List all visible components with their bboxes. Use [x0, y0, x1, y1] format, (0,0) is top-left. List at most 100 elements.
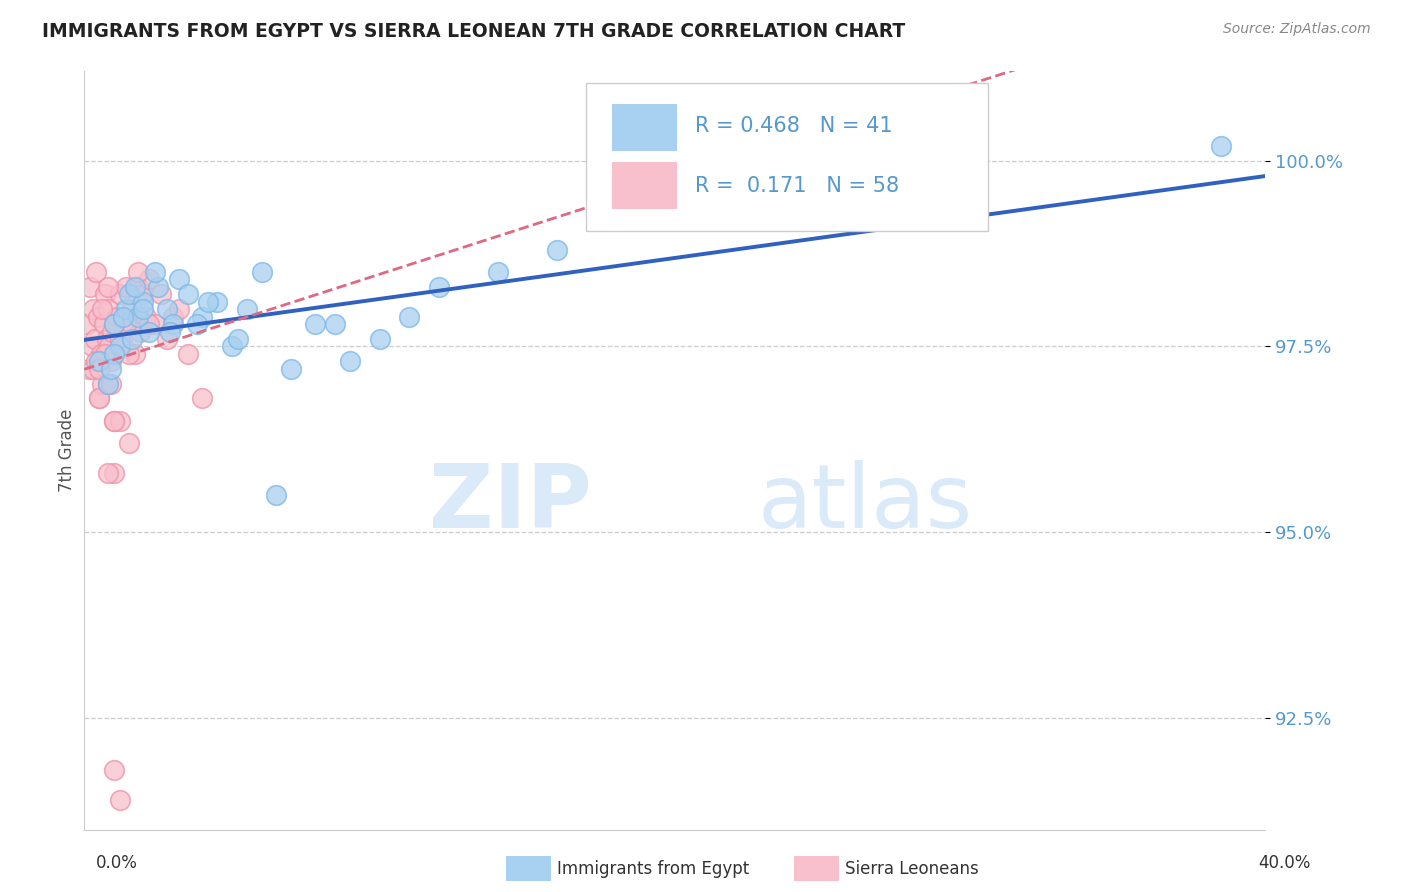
Point	[132, 302, 155, 317]
Point	[108, 332, 131, 346]
Point	[250, 265, 273, 279]
Point	[82, 361, 104, 376]
Point	[177, 347, 200, 361]
Text: atlas: atlas	[758, 460, 973, 547]
Point	[91, 376, 114, 391]
Point	[546, 243, 568, 257]
FancyBboxPatch shape	[612, 104, 678, 151]
Point	[103, 466, 125, 480]
Point	[97, 280, 120, 294]
Point	[103, 763, 125, 777]
Point	[103, 347, 125, 361]
Point	[97, 376, 120, 391]
Point	[368, 332, 391, 346]
Point	[143, 317, 166, 331]
Point	[159, 325, 181, 339]
Text: R =  0.171   N = 58: R = 0.171 N = 58	[695, 176, 898, 196]
Point	[96, 332, 118, 346]
Point	[103, 317, 125, 331]
Point	[118, 287, 141, 301]
Point	[100, 354, 122, 368]
Point	[97, 302, 120, 317]
Point	[162, 317, 184, 331]
Point	[118, 317, 141, 331]
Point	[156, 332, 179, 346]
Point	[427, 280, 450, 294]
Text: Immigrants from Egypt: Immigrants from Egypt	[557, 860, 749, 878]
Text: Source: ZipAtlas.com: Source: ZipAtlas.com	[1223, 22, 1371, 37]
Point	[105, 310, 128, 324]
Point	[118, 347, 141, 361]
Point	[207, 294, 229, 309]
Point	[100, 376, 122, 391]
Point	[108, 414, 131, 428]
Point	[83, 332, 105, 346]
Point	[121, 332, 143, 346]
Point	[1211, 138, 1233, 153]
Point	[191, 310, 214, 324]
Point	[97, 376, 120, 391]
Point	[86, 310, 108, 324]
Point	[108, 793, 131, 807]
Point	[325, 317, 347, 331]
Text: ZIP: ZIP	[429, 460, 592, 547]
Point	[167, 272, 190, 286]
Point	[91, 302, 114, 317]
Point	[97, 466, 120, 480]
Point	[87, 361, 111, 376]
Point	[135, 310, 157, 324]
Point	[114, 317, 136, 331]
Point	[93, 317, 115, 331]
Point	[150, 287, 173, 301]
Point	[87, 354, 111, 368]
Point	[197, 294, 219, 309]
Point	[162, 310, 184, 324]
Text: 40.0%: 40.0%	[1258, 855, 1310, 872]
Point	[177, 287, 200, 301]
Text: IMMIGRANTS FROM EGYPT VS SIERRA LEONEAN 7TH GRADE CORRELATION CHART: IMMIGRANTS FROM EGYPT VS SIERRA LEONEAN …	[42, 22, 905, 41]
Point	[108, 339, 131, 353]
Text: R = 0.468   N = 41: R = 0.468 N = 41	[695, 116, 893, 136]
Point	[280, 361, 302, 376]
Point	[398, 310, 420, 324]
FancyBboxPatch shape	[586, 83, 988, 230]
Point	[108, 287, 131, 301]
Point	[124, 347, 146, 361]
Point	[124, 280, 146, 294]
Point	[114, 280, 136, 294]
Point	[79, 280, 101, 294]
Point	[156, 302, 179, 317]
Point	[84, 265, 107, 279]
Point	[77, 361, 100, 376]
Point	[127, 310, 149, 324]
Point	[127, 280, 149, 294]
Point	[132, 294, 155, 309]
Point	[486, 265, 509, 279]
Point	[76, 317, 98, 331]
Point	[103, 414, 125, 428]
Point	[226, 332, 249, 346]
Point	[100, 361, 122, 376]
Point	[266, 488, 288, 502]
Point	[98, 339, 121, 353]
Point	[87, 392, 111, 406]
Point	[103, 317, 125, 331]
Point	[87, 392, 111, 406]
Y-axis label: 7th Grade: 7th Grade	[58, 409, 76, 492]
Point	[191, 392, 214, 406]
Point	[138, 272, 160, 286]
Point	[94, 347, 117, 361]
Point	[236, 302, 259, 317]
Point	[304, 317, 326, 331]
Point	[127, 265, 149, 279]
Point	[103, 414, 125, 428]
Point	[186, 317, 208, 331]
Point	[94, 287, 117, 301]
Point	[111, 339, 134, 353]
Point	[121, 302, 143, 317]
Point	[221, 339, 243, 353]
Point	[114, 302, 136, 317]
Point	[132, 287, 155, 301]
Point	[84, 354, 107, 368]
Point	[167, 302, 190, 317]
